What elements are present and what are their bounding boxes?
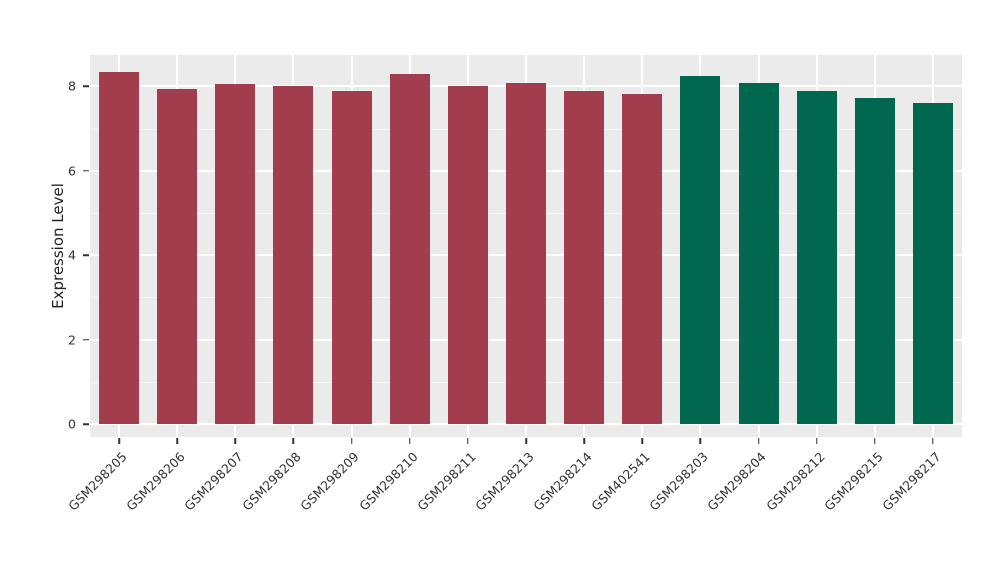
x-tick-mark (176, 438, 178, 444)
bar (912, 103, 953, 424)
y-tick-label: 0 (68, 416, 76, 432)
bar (680, 75, 721, 424)
y-tick-label: 4 (68, 247, 76, 263)
x-tick-label: GSM298208 (239, 449, 305, 514)
y-tick-label: 8 (68, 78, 76, 94)
y-tick-mark (83, 338, 89, 341)
bar (564, 90, 605, 424)
x-tick-mark (408, 438, 411, 444)
x-tick-mark (699, 438, 702, 444)
bar (622, 94, 663, 424)
x-tick-mark (350, 438, 353, 444)
bar (796, 91, 837, 424)
major-gridline (90, 423, 962, 425)
y-tick-mark (83, 85, 89, 88)
x-tick-label: GSM298213 (472, 449, 537, 514)
x-tick-label: GSM298210 (355, 449, 421, 514)
x-tick-label: GSM298204 (704, 449, 770, 514)
bar (854, 97, 895, 424)
x-tick-label: GSM402541 (588, 449, 653, 514)
x-tick-mark (234, 438, 237, 444)
bar (506, 83, 546, 424)
bar (331, 90, 372, 424)
x-tick-mark (292, 438, 295, 444)
bar (157, 88, 198, 424)
x-tick-label: GSM298209 (297, 449, 363, 514)
y-axis-title: Expression Level (49, 183, 67, 309)
x-tick-mark (525, 438, 527, 444)
x-tick-mark (757, 438, 760, 444)
x-tick-mark (583, 438, 585, 444)
x-tick-mark (118, 438, 120, 444)
x-tick-mark (815, 438, 818, 444)
y-tick-mark (83, 254, 89, 256)
y-tick-mark (83, 170, 89, 172)
y-tick-label: 2 (68, 332, 76, 348)
y-tick-label: 6 (68, 163, 76, 179)
x-tick-label: GSM298206 (123, 449, 188, 514)
x-tick-label: GSM298207 (181, 449, 246, 514)
x-tick-label: GSM298214 (530, 449, 595, 514)
x-tick-label: GSM298211 (414, 449, 479, 514)
x-tick-mark (874, 438, 876, 444)
x-tick-label: GSM298205 (65, 449, 130, 514)
bar (738, 83, 779, 424)
x-tick-label: GSM298212 (762, 449, 828, 514)
x-tick-mark (932, 438, 934, 444)
x-tick-mark (641, 438, 644, 444)
x-tick-label: GSM298215 (820, 449, 886, 514)
bar (215, 84, 256, 424)
x-tick-mark (467, 438, 469, 444)
bar (99, 71, 140, 424)
x-tick-label: GSM298217 (879, 449, 944, 514)
y-tick-mark (83, 423, 89, 425)
bar (273, 86, 314, 424)
bar (447, 86, 488, 424)
bar (389, 73, 430, 424)
chart-panel (90, 55, 962, 437)
x-tick-label: GSM298203 (646, 449, 711, 514)
